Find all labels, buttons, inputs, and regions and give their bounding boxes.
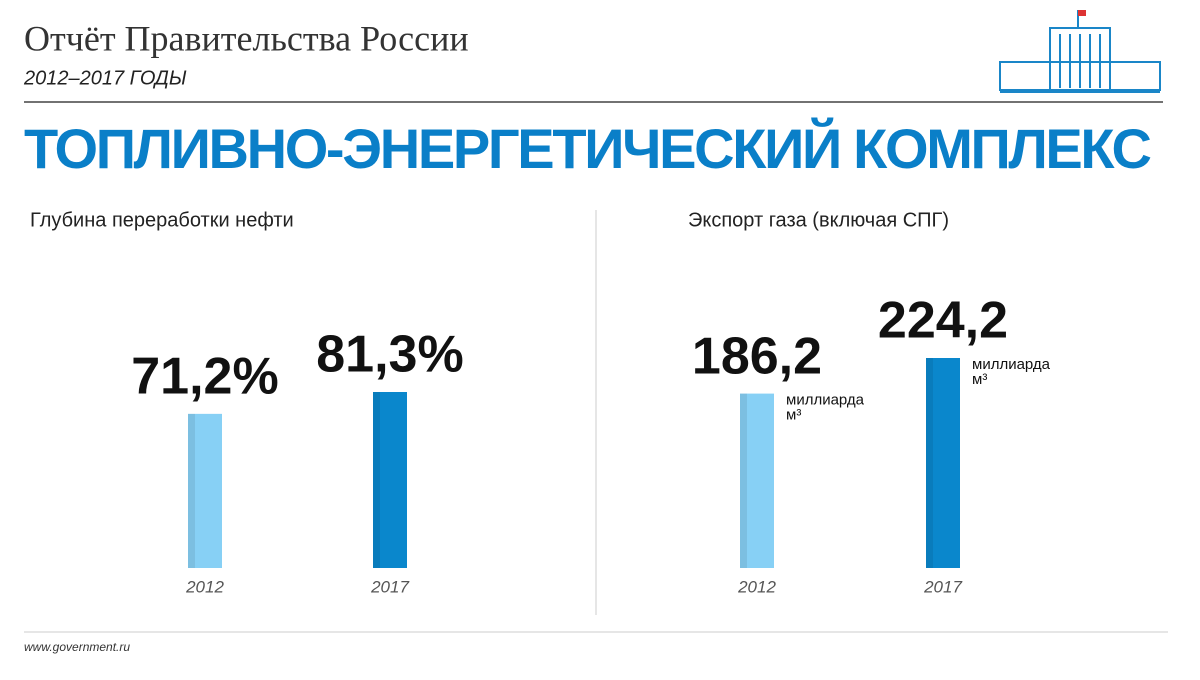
chart-title: Экспорт газа (включая СПГ)	[688, 209, 949, 231]
government-building-icon	[999, 10, 1161, 93]
footer-url: www.government.ru	[24, 640, 130, 654]
year-label: 2012	[737, 577, 776, 596]
bar-shade	[926, 358, 933, 568]
value-label: 224,2	[878, 292, 1008, 350]
unit-label: м³	[786, 407, 801, 424]
chart-title: Глубина переработки нефти	[30, 209, 294, 231]
year-label: 2017	[923, 577, 962, 596]
bar-shade	[188, 413, 195, 568]
value-label: 71,2%	[131, 348, 278, 406]
unit-label: миллиарда	[972, 356, 1051, 373]
unit-label: миллиарда	[786, 392, 865, 409]
bar	[926, 358, 960, 568]
value-label: 186,2	[692, 327, 822, 385]
year-label: 2012	[185, 577, 224, 596]
bar	[373, 392, 407, 568]
report-title: Отчёт Правительства России	[24, 18, 469, 58]
bar-shade	[373, 392, 380, 568]
bar	[188, 413, 222, 568]
unit-label: м³	[972, 371, 987, 388]
headline: ТОПЛИВНО-ЭНЕРГЕТИЧЕСКИЙ КОМПЛЕКС	[24, 117, 1152, 180]
report-subtitle: 2012–2017 ГОДЫ	[23, 67, 187, 89]
year-label: 2017	[370, 577, 409, 596]
bar	[740, 393, 774, 568]
value-label: 81,3%	[316, 326, 463, 384]
bar-shade	[740, 393, 747, 568]
